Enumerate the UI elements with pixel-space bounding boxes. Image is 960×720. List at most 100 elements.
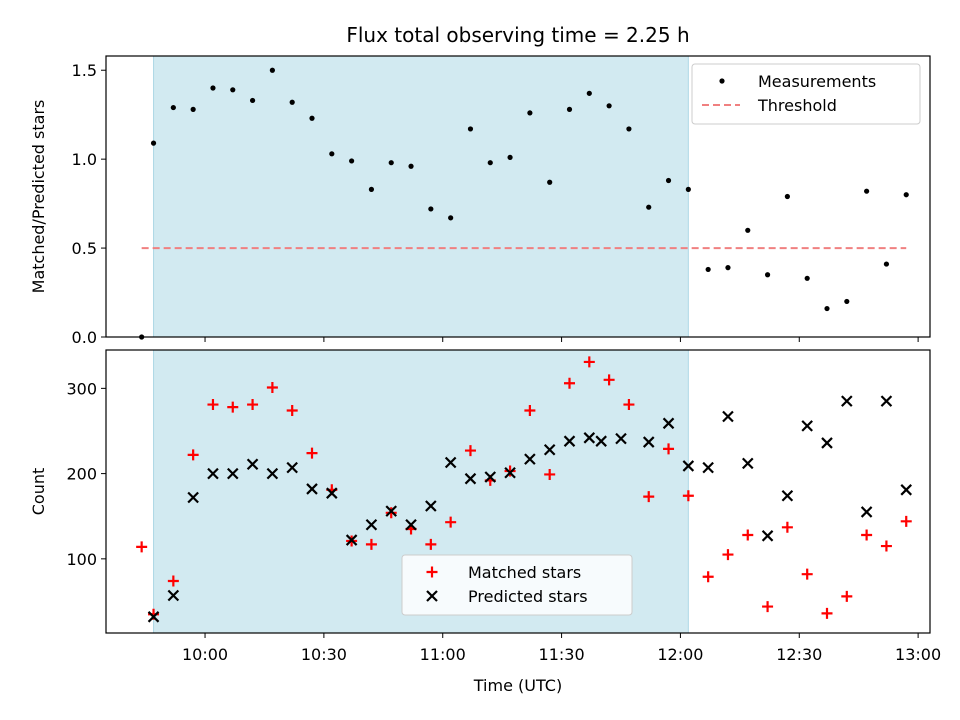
data-point xyxy=(527,110,533,116)
data-point xyxy=(269,67,275,73)
data-point xyxy=(563,435,576,447)
legend-box xyxy=(401,554,633,616)
data-point xyxy=(821,437,833,449)
x-tick-label: 10:00 xyxy=(182,645,228,664)
bottom-panel: 100 200 300 Count 10:00 10:30 11:00 11:30 12:00 1… xyxy=(29,349,941,664)
data-point xyxy=(167,575,179,587)
data-point xyxy=(368,186,375,192)
data-point xyxy=(682,490,694,502)
data-point xyxy=(725,265,731,271)
figure-title: Flux total observing time = 2.25 h xyxy=(346,23,689,47)
data-point xyxy=(464,445,476,457)
data-point xyxy=(504,466,516,479)
y-tick-label: 100 xyxy=(66,550,97,569)
data-point xyxy=(781,489,794,502)
data-point xyxy=(345,534,358,546)
data-point xyxy=(210,85,216,91)
y-tick-label: 0.0 xyxy=(72,328,97,347)
data-point xyxy=(207,467,219,480)
y-tick-label: 1.5 xyxy=(72,61,97,80)
legend-swatch xyxy=(426,590,438,602)
data-point xyxy=(167,589,180,602)
data-point xyxy=(136,541,148,553)
data-point xyxy=(685,186,691,192)
data-point xyxy=(742,529,754,541)
data-point xyxy=(227,401,239,413)
data-point xyxy=(246,458,259,471)
data-point xyxy=(583,432,596,444)
x-tick-label: 11:00 xyxy=(420,645,466,664)
data-point xyxy=(247,399,259,411)
data-point xyxy=(603,374,615,386)
data-point xyxy=(665,177,672,184)
data-point xyxy=(445,516,457,528)
x-axis-label: Time (UTC) xyxy=(473,676,562,695)
data-point xyxy=(467,126,474,132)
data-point xyxy=(286,461,298,474)
data-point xyxy=(425,538,437,550)
top-panel: 0.0 0.5 1.0 1.5 Matched/Predicted stars Measu… xyxy=(29,55,931,347)
data-point xyxy=(566,106,573,112)
data-point xyxy=(187,491,199,504)
data-point xyxy=(841,395,853,407)
data-point xyxy=(801,568,813,580)
data-point xyxy=(764,272,771,278)
data-point xyxy=(544,468,556,480)
data-point xyxy=(702,571,714,583)
legend-label: Threshold xyxy=(757,96,837,115)
data-point xyxy=(722,410,734,423)
data-point xyxy=(741,457,754,470)
y-tick-label: 0.5 xyxy=(72,239,97,258)
data-point xyxy=(761,530,774,542)
series-measurements xyxy=(139,67,909,340)
data-point xyxy=(615,432,627,445)
data-point xyxy=(487,160,493,166)
data-point xyxy=(903,192,909,198)
data-point xyxy=(824,305,830,312)
x-tick-label: 13:00 xyxy=(895,645,941,664)
observing-window-shading xyxy=(153,56,689,337)
data-point xyxy=(444,456,457,469)
data-point xyxy=(844,298,850,305)
data-point xyxy=(289,99,295,105)
data-point xyxy=(663,443,675,455)
data-point xyxy=(524,405,536,417)
data-point xyxy=(230,87,236,93)
data-point xyxy=(643,491,655,503)
y-axis-label: Count xyxy=(29,468,48,516)
x-tick-label: 12:00 xyxy=(657,645,703,664)
data-point xyxy=(781,521,793,533)
data-point xyxy=(306,483,318,495)
data-point xyxy=(646,204,652,210)
data-point xyxy=(190,106,196,112)
data-point xyxy=(524,453,536,465)
data-point xyxy=(900,515,912,527)
data-point xyxy=(586,90,592,96)
data-point xyxy=(860,506,873,518)
data-point xyxy=(880,395,893,407)
data-point xyxy=(801,420,813,432)
data-point xyxy=(662,417,675,430)
data-point xyxy=(226,467,239,480)
legend: Measurements Threshold xyxy=(691,63,921,125)
data-point xyxy=(329,151,335,157)
data-point xyxy=(682,460,695,472)
data-point xyxy=(606,103,612,109)
data-point xyxy=(900,484,913,496)
series-predicted-stars xyxy=(147,395,913,623)
data-point xyxy=(405,518,417,531)
data-point xyxy=(150,140,157,146)
data-point xyxy=(207,399,219,411)
data-point xyxy=(804,275,810,281)
legend-swatch xyxy=(719,78,725,84)
data-point xyxy=(841,590,853,602)
legend-label: Matched stars xyxy=(468,563,581,582)
data-point xyxy=(309,115,315,121)
x-tick-label: 12:30 xyxy=(776,645,822,664)
data-point xyxy=(408,163,414,169)
data-point xyxy=(428,206,434,212)
data-point xyxy=(784,193,790,200)
data-point xyxy=(880,540,892,552)
data-point xyxy=(564,377,575,389)
data-point xyxy=(170,104,176,111)
